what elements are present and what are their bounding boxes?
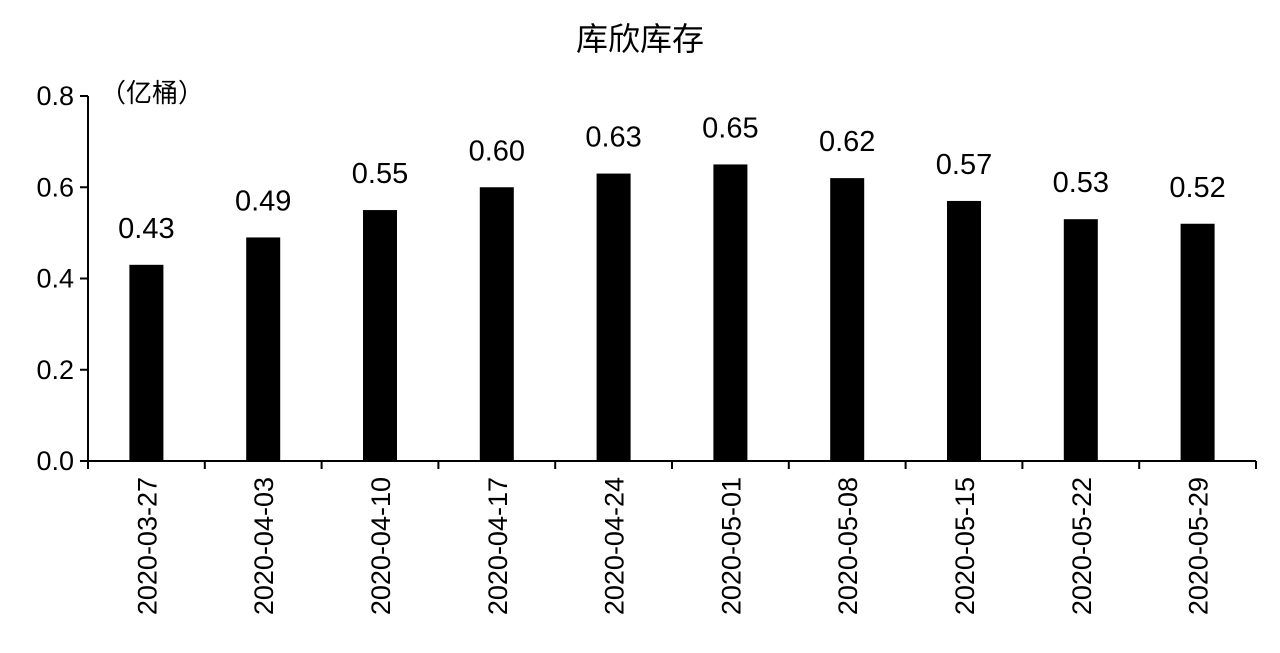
bar (479, 187, 514, 461)
bar (713, 164, 748, 461)
bar (363, 210, 397, 461)
data-label: 0.57 (936, 149, 992, 181)
data-label: 0.62 (819, 126, 875, 158)
x-tick-label: 2020-04-24 (600, 477, 630, 615)
data-label: 0.63 (585, 122, 641, 154)
unit-label: （亿桶） (100, 79, 204, 109)
bar (830, 178, 865, 461)
data-label: 0.65 (702, 112, 758, 144)
y-tick-label: 0.4 (36, 264, 74, 294)
data-label: 0.52 (1169, 172, 1225, 204)
x-tick-label: 2020-04-17 (483, 477, 513, 615)
x-tick-label: 2020-05-08 (833, 477, 863, 615)
bar (246, 237, 281, 461)
x-tick-label: 2020-03-27 (132, 477, 162, 615)
chart-title: 库欣库存 (576, 20, 704, 58)
bar (596, 173, 631, 461)
data-labels: 0.43 0.49 0.55 0.60 0.63 0.65 0.62 0.57 0.53 0.52 (118, 112, 1226, 244)
data-label: 0.53 (1053, 167, 1109, 199)
x-tick-label: 2020-04-03 (249, 477, 279, 615)
x-tick-label: 2020-05-01 (716, 477, 746, 615)
bar (947, 200, 981, 461)
x-tick-label: 2020-05-15 (950, 477, 980, 615)
data-label: 0.60 (469, 135, 525, 167)
x-tick-label: 2020-05-29 (1184, 477, 1214, 615)
y-axis-ticks: 0.0 0.2 0.4 0.6 0.8 (36, 81, 88, 476)
data-label: 0.55 (352, 158, 408, 190)
bar (1180, 223, 1215, 461)
y-tick-label: 0.6 (36, 172, 74, 202)
bar (1063, 219, 1098, 461)
bars (129, 164, 1215, 461)
x-tick-label: 2020-05-22 (1067, 477, 1097, 615)
y-tick-label: 0.0 (36, 446, 74, 476)
y-tick-label: 0.2 (36, 355, 74, 385)
data-label: 0.43 (118, 213, 174, 245)
data-label: 0.49 (235, 185, 291, 217)
x-axis-ticks: 2020-03-27 2020-04-03 2020-04-10 2020-04-17… (87, 461, 1257, 615)
x-tick-label: 2020-04-10 (366, 477, 396, 615)
bar (129, 264, 164, 461)
y-tick-label: 0.8 (36, 81, 74, 111)
